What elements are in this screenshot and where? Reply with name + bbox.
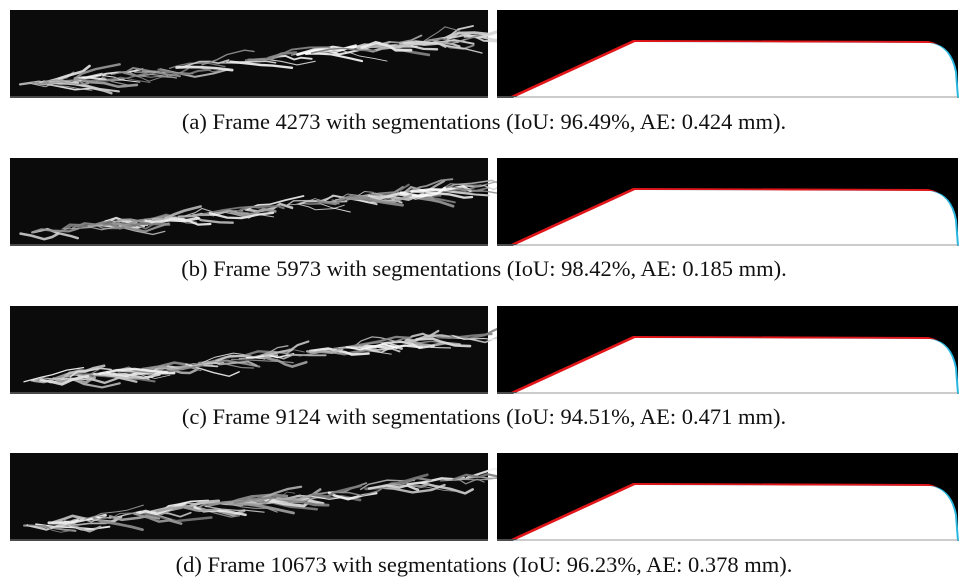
caption: (d) Frame 10673 with segmentations (IoU:… (176, 552, 793, 577)
segmentation (497, 158, 959, 246)
segmentation (497, 453, 959, 541)
raw-frame (10, 453, 527, 541)
caption: (b) Frame 5973 with segmentations (IoU: … (181, 256, 787, 281)
raw-frame (10, 306, 512, 394)
figure-row: (b) Frame 5973 with segmentations (IoU: … (10, 158, 959, 281)
caption: (a) Frame 4273 with segmentations (IoU: … (182, 109, 786, 134)
segmentation (497, 10, 959, 98)
figure-row: (d) Frame 10673 with segmentations (IoU:… (10, 453, 959, 577)
segmentation (497, 306, 959, 394)
raw-frame (10, 10, 519, 98)
frame-background (10, 158, 488, 246)
caption: (c) Frame 9124 with segmentations (IoU: … (182, 404, 786, 429)
raw-frame (10, 158, 515, 246)
page: (a) Frame 4273 with segmentations (IoU: … (0, 0, 961, 585)
figure: (a) Frame 4273 with segmentations (IoU: … (0, 0, 961, 585)
figure-row: (c) Frame 9124 with segmentations (IoU: … (10, 306, 959, 429)
figure-row: (a) Frame 4273 with segmentations (IoU: … (10, 10, 959, 134)
